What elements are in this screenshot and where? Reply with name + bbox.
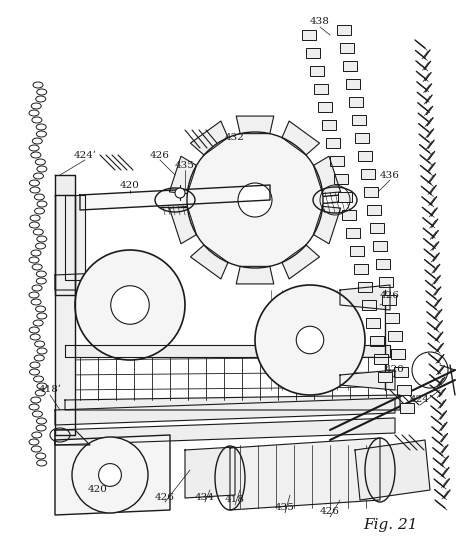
Text: 426: 426 bbox=[320, 508, 340, 517]
Bar bbox=[358, 151, 372, 161]
Bar bbox=[366, 318, 380, 328]
Bar bbox=[349, 97, 363, 107]
Circle shape bbox=[255, 285, 365, 395]
Polygon shape bbox=[55, 418, 395, 445]
Text: Fig. 21: Fig. 21 bbox=[363, 518, 417, 532]
Bar bbox=[400, 403, 414, 413]
Bar bbox=[337, 25, 351, 35]
Circle shape bbox=[238, 183, 272, 217]
Bar bbox=[373, 241, 387, 251]
Bar bbox=[370, 336, 384, 346]
Bar bbox=[367, 205, 381, 215]
Text: 432: 432 bbox=[225, 133, 245, 143]
Text: 426: 426 bbox=[155, 493, 175, 502]
Polygon shape bbox=[282, 121, 319, 155]
Circle shape bbox=[111, 286, 149, 324]
Bar bbox=[362, 300, 376, 310]
Polygon shape bbox=[340, 370, 395, 390]
Polygon shape bbox=[55, 435, 170, 515]
Polygon shape bbox=[313, 156, 341, 194]
Bar bbox=[352, 115, 366, 125]
Polygon shape bbox=[65, 195, 85, 280]
Bar bbox=[310, 66, 324, 76]
Circle shape bbox=[175, 188, 185, 198]
Text: 426: 426 bbox=[380, 290, 400, 300]
Text: 438: 438 bbox=[310, 18, 330, 27]
Polygon shape bbox=[55, 195, 75, 435]
Bar bbox=[302, 30, 316, 40]
Circle shape bbox=[75, 250, 185, 360]
Bar bbox=[394, 367, 408, 377]
Polygon shape bbox=[55, 175, 75, 295]
Bar bbox=[358, 282, 372, 292]
Bar bbox=[355, 133, 369, 143]
Bar bbox=[322, 120, 336, 130]
Text: 436: 436 bbox=[380, 170, 400, 180]
Bar bbox=[397, 385, 411, 395]
Bar bbox=[378, 372, 392, 382]
Bar bbox=[391, 349, 405, 359]
Bar bbox=[382, 295, 396, 305]
Bar bbox=[346, 228, 360, 238]
Text: 424: 424 bbox=[410, 395, 430, 404]
Polygon shape bbox=[191, 121, 228, 155]
Bar bbox=[354, 264, 368, 274]
Text: 420: 420 bbox=[385, 366, 405, 374]
Bar bbox=[318, 102, 332, 112]
Bar bbox=[361, 169, 375, 179]
Bar bbox=[370, 223, 384, 233]
Bar bbox=[340, 43, 354, 53]
Bar bbox=[385, 313, 399, 323]
Polygon shape bbox=[191, 245, 228, 279]
Bar bbox=[379, 277, 393, 287]
Text: 420: 420 bbox=[120, 180, 140, 190]
Text: 418ʹ: 418ʹ bbox=[38, 385, 61, 394]
Bar bbox=[346, 79, 360, 89]
Polygon shape bbox=[230, 438, 380, 510]
Text: 420: 420 bbox=[88, 486, 108, 494]
Polygon shape bbox=[355, 440, 430, 500]
Bar bbox=[343, 61, 357, 71]
Polygon shape bbox=[65, 395, 400, 410]
Bar bbox=[388, 331, 402, 341]
Polygon shape bbox=[55, 270, 170, 290]
Polygon shape bbox=[169, 156, 196, 194]
Polygon shape bbox=[80, 185, 270, 210]
Text: 424ʹ: 424ʹ bbox=[73, 150, 96, 159]
Polygon shape bbox=[340, 285, 390, 310]
Bar bbox=[364, 187, 378, 197]
Text: 435: 435 bbox=[275, 503, 295, 513]
Polygon shape bbox=[65, 345, 390, 357]
Bar bbox=[330, 156, 344, 166]
Circle shape bbox=[72, 437, 148, 513]
Circle shape bbox=[99, 463, 121, 487]
Polygon shape bbox=[169, 206, 196, 244]
Text: 435: 435 bbox=[175, 160, 195, 170]
Circle shape bbox=[296, 326, 324, 354]
Bar bbox=[334, 174, 348, 184]
Bar bbox=[338, 192, 352, 202]
Text: 434: 434 bbox=[195, 493, 215, 502]
Polygon shape bbox=[55, 398, 395, 425]
Bar bbox=[342, 210, 356, 220]
Text: 426: 426 bbox=[150, 150, 170, 159]
Circle shape bbox=[187, 132, 323, 268]
Polygon shape bbox=[313, 206, 341, 244]
Bar bbox=[306, 48, 320, 58]
Polygon shape bbox=[185, 447, 235, 498]
Polygon shape bbox=[236, 267, 274, 284]
Bar bbox=[350, 246, 364, 256]
Bar bbox=[326, 138, 340, 148]
Bar bbox=[374, 354, 388, 364]
Bar bbox=[376, 259, 390, 269]
Text: 418: 418 bbox=[225, 495, 245, 504]
Polygon shape bbox=[236, 116, 274, 134]
Polygon shape bbox=[282, 245, 319, 279]
Bar bbox=[314, 84, 328, 94]
